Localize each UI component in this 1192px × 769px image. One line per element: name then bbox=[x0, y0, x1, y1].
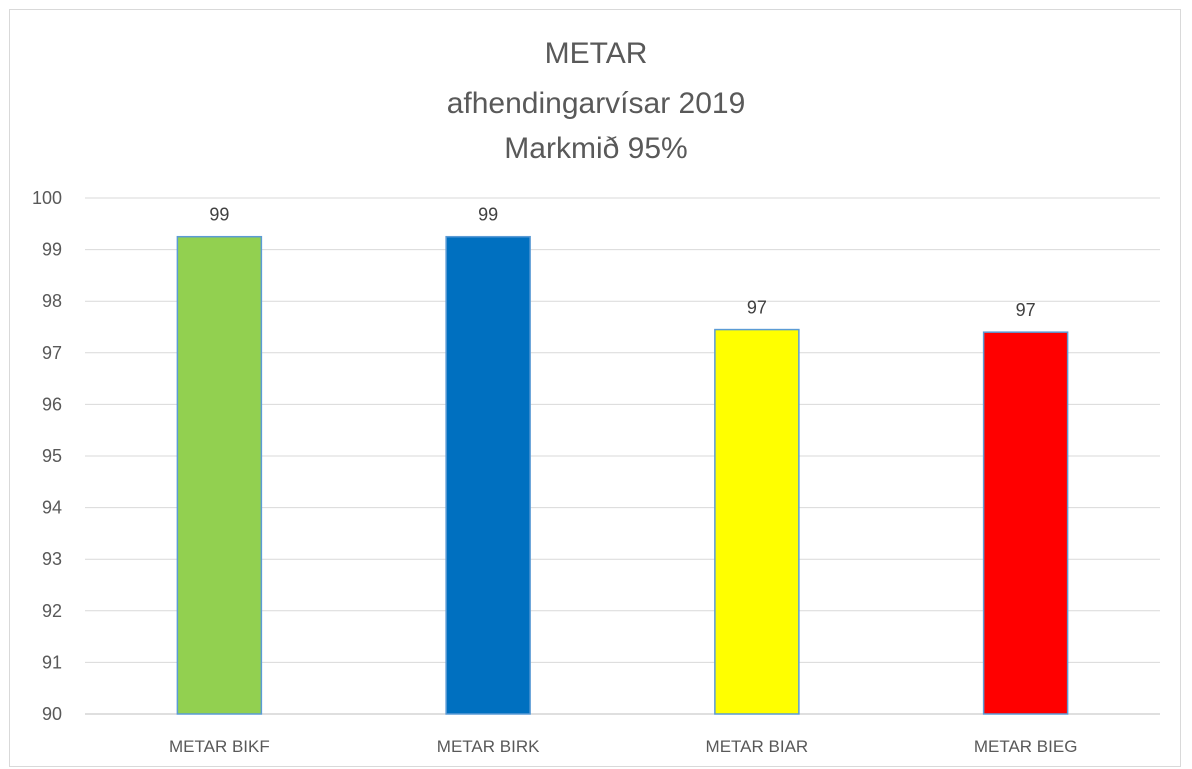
y-tick-label: 97 bbox=[42, 343, 62, 363]
chart-title-line-3: Markmið 95% bbox=[504, 132, 688, 165]
bar bbox=[982, 331, 1069, 715]
y-tick-label: 95 bbox=[42, 446, 62, 466]
chart-title-line-1: METAR bbox=[544, 37, 648, 70]
y-tick-label: 98 bbox=[42, 291, 62, 311]
x-category-label: METAR BIEG bbox=[974, 737, 1078, 756]
data-label: 97 bbox=[1016, 300, 1036, 320]
y-tick-label: 91 bbox=[42, 652, 62, 672]
bar bbox=[176, 235, 263, 715]
y-tick-label: 92 bbox=[42, 601, 62, 621]
data-labels: 99 99 97 97 bbox=[209, 205, 1035, 320]
chart-title-line-2: afhendingarvísar 2019 bbox=[446, 87, 746, 120]
x-axis-categories: METAR BIKF METAR BIRK METAR BIAR METAR BIEG bbox=[169, 737, 1077, 756]
y-tick-label: 90 bbox=[42, 704, 62, 724]
x-category-label: METAR BIAR bbox=[706, 737, 809, 756]
y-tick-label: 96 bbox=[42, 394, 62, 414]
data-label: 97 bbox=[747, 298, 767, 318]
y-tick-label: 93 bbox=[42, 549, 62, 569]
bar bbox=[445, 235, 531, 715]
x-category-label: METAR BIRK bbox=[437, 737, 540, 756]
data-label: 99 bbox=[478, 205, 498, 225]
bar bbox=[714, 328, 800, 715]
gridlines bbox=[85, 197, 1160, 715]
y-tick-label: 94 bbox=[42, 498, 62, 518]
y-tick-label: 100 bbox=[32, 188, 62, 208]
y-tick-label: 99 bbox=[42, 240, 62, 260]
bars bbox=[176, 235, 1069, 715]
x-category-label: METAR BIKF bbox=[169, 737, 270, 756]
data-label: 99 bbox=[209, 205, 229, 225]
y-axis-ticks: 90 91 92 93 94 95 96 97 98 99 100 bbox=[32, 188, 62, 724]
